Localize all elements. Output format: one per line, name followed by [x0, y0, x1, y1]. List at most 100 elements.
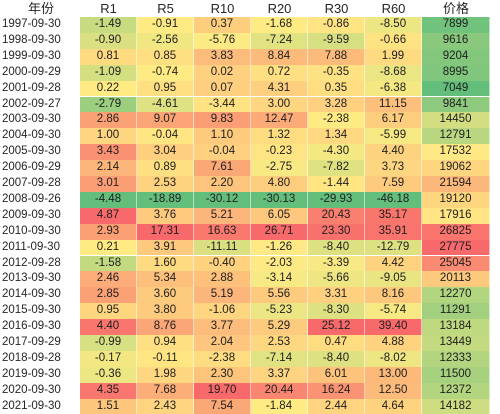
return-cell: 20.44: [251, 382, 308, 399]
date-cell: 2020-09-30: [0, 382, 80, 399]
return-cell: 2.44: [308, 398, 365, 414]
return-cell: 3.60: [137, 287, 194, 304]
return-cell: 8.16: [365, 287, 422, 304]
return-cell: 7.88: [308, 48, 365, 65]
price-cell: 12372: [422, 382, 490, 399]
return-cell: 17.31: [137, 223, 194, 240]
return-cell: 0.89: [137, 160, 194, 176]
price-cell: 9841: [422, 96, 490, 113]
price-cell: 13184: [422, 319, 490, 335]
return-cell: -9.59: [308, 32, 365, 49]
table-row: 2011-09-30 0.21 3.91 -11.11 -1.26 -8.40 -12.79…: [0, 239, 500, 256]
table-row: 2015-09-30 0.95 3.80 -1.06 -5.23 -8.30 -5.74 11…: [0, 303, 500, 320]
return-cell: 0.37: [194, 17, 251, 33]
return-cell: 25.12: [308, 319, 365, 335]
return-cell: 3.43: [80, 144, 137, 161]
return-cell: 1.51: [80, 398, 137, 414]
return-cell: 35.91: [365, 223, 422, 240]
table-row: 2012-09-28 -1.58 1.60 -0.40 -2.03 -3.39 4.42 25…: [0, 255, 500, 272]
date-cell: 2001-09-28: [0, 80, 80, 97]
return-cell: 5.19: [194, 287, 251, 304]
price-cell: 13449: [422, 335, 490, 351]
return-cell: -8.02: [365, 350, 422, 367]
date-cell: 2019-09-30: [0, 366, 80, 383]
return-cell: -0.04: [194, 144, 251, 161]
return-cell: -0.11: [137, 350, 194, 367]
return-cell: 3.73: [365, 160, 422, 176]
return-cell: 2.93: [80, 223, 137, 240]
return-cell: 8.84: [251, 48, 308, 65]
return-cell: -8.40: [308, 350, 365, 367]
return-cell: -0.66: [365, 32, 422, 49]
price-cell: 11500: [422, 366, 490, 383]
return-cell: 5.56: [251, 287, 308, 304]
return-cell: 0.94: [137, 335, 194, 351]
return-cell: 4.87: [80, 207, 137, 224]
return-cell: -8.68: [365, 64, 422, 81]
return-cell: 3.00: [251, 96, 308, 113]
return-cell: 35.17: [365, 207, 422, 224]
return-cell: 2.43: [137, 398, 194, 414]
return-cell: -0.36: [80, 366, 137, 383]
return-cell: -18.89: [137, 191, 194, 208]
return-cell: -4.30: [308, 144, 365, 161]
table-row: 2018-09-28 -0.17 -0.11 -2.38 -7.14 -8.40 -8.02…: [0, 350, 500, 367]
price-cell: 9616: [422, 32, 490, 49]
date-cell: 2018-09-28: [0, 350, 80, 367]
return-cell: -2.38: [308, 112, 365, 129]
table-row: 2004-09-30 1.00 -0.04 1.10 1.32 1.34 -5.99 1279…: [0, 128, 500, 145]
date-cell: 2007-09-28: [0, 176, 80, 192]
price-cell: 27775: [422, 239, 490, 256]
price-cell: 25045: [422, 255, 490, 272]
return-cell: 16.24: [308, 382, 365, 399]
return-cell: -0.86: [308, 17, 365, 33]
return-cell: 9.07: [137, 112, 194, 129]
return-cell: -1.49: [80, 17, 137, 33]
price-cell: 20113: [422, 271, 490, 288]
return-cell: -0.91: [137, 17, 194, 33]
return-cell: 0.07: [194, 80, 251, 97]
return-cell: 16.63: [194, 223, 251, 240]
column-header: 年份: [0, 0, 80, 17]
return-cell: 2.04: [194, 335, 251, 351]
table-row: 1997-09-30 -1.49 -0.91 0.37 -1.68 -0.86 -8.50 7…: [0, 17, 500, 33]
date-cell: 2016-09-30: [0, 319, 80, 335]
date-cell: 2021-09-30: [0, 398, 80, 414]
return-cell: -7.24: [251, 32, 308, 49]
return-cell: -5.99: [365, 128, 422, 145]
return-cell: 23.30: [308, 223, 365, 240]
price-cell: 12791: [422, 128, 490, 145]
date-cell: 2011-09-30: [0, 239, 80, 256]
date-cell: 1999-09-30: [0, 48, 80, 65]
table-row: 2000-09-29 -1.09 -0.74 0.02 0.72 -0.35 -8.68 89…: [0, 64, 500, 81]
return-cell: 3.01: [80, 176, 137, 192]
table-row: 2020-09-30 4.35 7.68 19.70 20.44 16.24 12.50 12…: [0, 382, 500, 399]
return-cell: 2.88: [194, 271, 251, 288]
return-cell: -30.12: [194, 191, 251, 208]
return-cell: -0.90: [80, 32, 137, 49]
return-cell: 26.71: [251, 223, 308, 240]
table-row: 2019-09-30 -0.36 1.98 2.30 3.37 6.01 13.00 1150…: [0, 366, 500, 383]
return-cell: 1.98: [137, 366, 194, 383]
return-cell: 2.85: [80, 287, 137, 304]
return-cell: 0.21: [80, 239, 137, 256]
table-row: 2010-09-30 2.93 17.31 16.63 26.71 23.30 35.91 2…: [0, 223, 500, 240]
return-cell: 9.83: [194, 112, 251, 129]
return-cell: 1.00: [80, 128, 137, 145]
return-cell: 12.50: [365, 382, 422, 399]
return-cell: -0.04: [137, 128, 194, 145]
column-header: R60: [365, 0, 422, 17]
table-row: 2017-09-29 -0.99 0.94 2.04 2.53 0.47 4.88 13449: [0, 335, 500, 351]
return-cell: 3.77: [194, 319, 251, 335]
return-cell: 5.34: [137, 271, 194, 288]
return-cell: 1.32: [251, 128, 308, 145]
return-cell: 2.86: [80, 112, 137, 129]
column-header: R10: [194, 0, 251, 17]
return-cell: 4.40: [365, 144, 422, 161]
table-row: 2008-09-26 -4.48 -18.89 -30.12 -30.13 -29.93-…: [0, 191, 500, 208]
return-cell: -5.76: [194, 32, 251, 49]
date-cell: 2015-09-30: [0, 303, 80, 320]
table-row: 2002-09-27 -2.79 -4.61 -3.44 3.00 3.28 11.15 98…: [0, 96, 500, 113]
return-cell: -0.74: [137, 64, 194, 81]
